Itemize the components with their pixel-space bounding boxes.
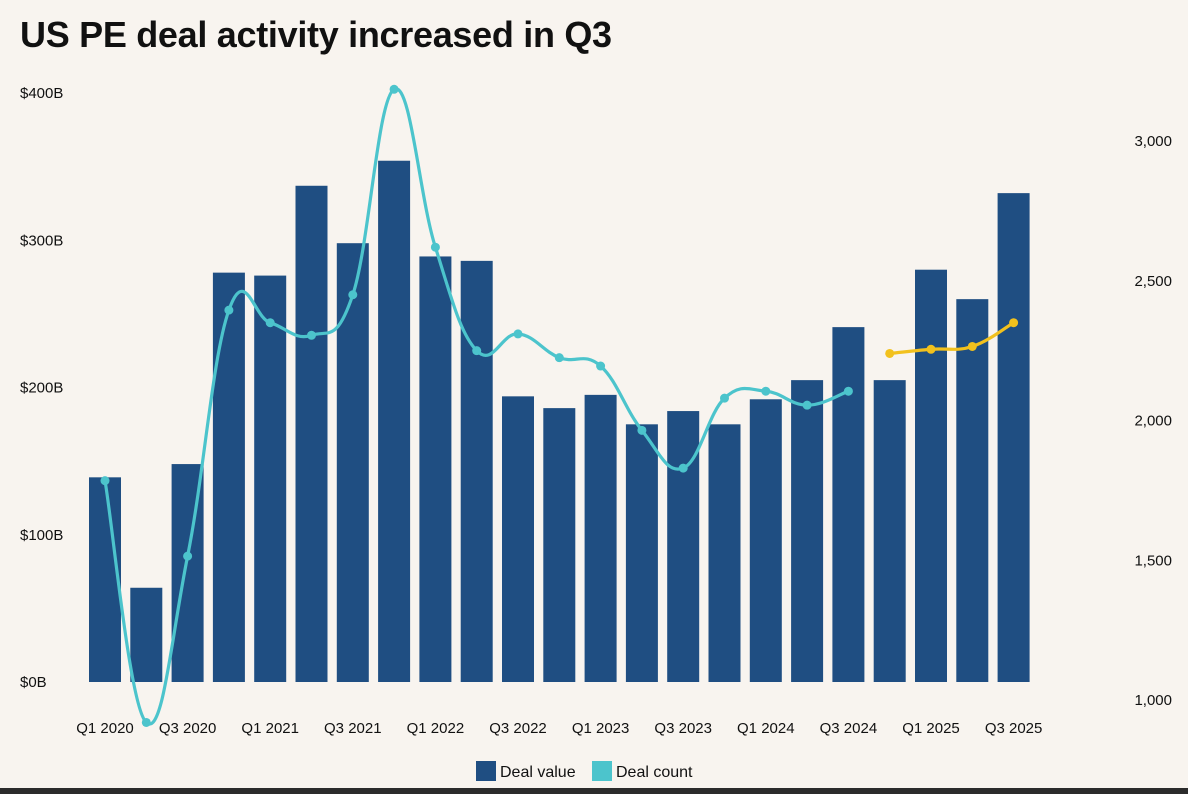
deal-count-point-q4-2022 xyxy=(554,353,564,363)
legend-swatch-deal-count xyxy=(592,761,612,781)
deal-count-point-q1-2024 xyxy=(761,386,771,396)
deal-count-point-q2-2024 xyxy=(802,400,812,410)
right-tick-label: 1,000 xyxy=(1134,692,1172,709)
bar-q2-2023 xyxy=(625,424,658,682)
bar-q1-2020 xyxy=(89,477,121,682)
deal-count-point-q4-2020 xyxy=(224,305,234,315)
bottom-border xyxy=(0,788,1188,794)
right-tick-label: 2,000 xyxy=(1134,413,1172,430)
left-tick-label: $0B xyxy=(20,674,47,691)
deal-count-point-q4-2021 xyxy=(389,84,399,94)
x-tick-label: Q3 2023 xyxy=(654,720,712,737)
left-tick-label: $100B xyxy=(20,527,63,544)
bar-q2-2021 xyxy=(295,185,328,682)
deal-count-point-q1-2023 xyxy=(596,361,606,371)
bar-q3-2025 xyxy=(997,193,1030,682)
x-tick-label: Q3 2020 xyxy=(159,720,217,737)
lines-layer xyxy=(100,84,1019,727)
deal-count-preliminary-line xyxy=(888,321,1016,356)
deal-count-point-q3-2023 xyxy=(678,463,688,473)
chart-title: US PE deal activity increased in Q3 xyxy=(20,14,612,55)
bar-q3-2022 xyxy=(502,396,534,682)
left-tick-label: $400B xyxy=(20,85,63,102)
bar-q2-2025 xyxy=(956,299,989,682)
bar-q4-2024 xyxy=(873,380,906,682)
deal-count-point-q2-2023 xyxy=(637,425,647,435)
legend-swatch-deal-value xyxy=(476,761,496,781)
x-tick-label: Q3 2022 xyxy=(489,720,547,737)
deal-count-point-q1-2022 xyxy=(430,242,440,252)
left-tick-label: $300B xyxy=(20,232,63,249)
deal-count-preliminary-point-q4-2024 xyxy=(885,348,895,358)
deal-count-preliminary-point-q1-2025 xyxy=(926,344,936,354)
bar-q1-2022 xyxy=(419,256,452,682)
deal-count-point-q3-2024 xyxy=(843,386,853,396)
bar-q4-2020 xyxy=(212,272,245,682)
bar-q3-2024 xyxy=(832,327,865,682)
legend-label-deal-value: Deal value xyxy=(500,764,576,781)
x-tick-label: Q1 2024 xyxy=(737,720,795,737)
deal-count-point-q4-2023 xyxy=(720,393,729,403)
bar-q2-2022 xyxy=(460,260,493,682)
bar-q1-2021 xyxy=(254,275,287,682)
bar-q1-2024 xyxy=(749,399,782,682)
bar-q3-2021 xyxy=(336,243,369,682)
deal-count-point-q1-2021 xyxy=(265,318,275,328)
bar-q2-2020 xyxy=(130,587,163,682)
x-tick-label: Q3 2021 xyxy=(324,720,382,737)
x-axis-ticks: Q1 2020 Q3 2020 Q1 2021 Q3 2021 Q1 2022 Q3 20… xyxy=(76,720,1042,737)
left-axis-ticks: $0B $100B $200B $300B $400B xyxy=(20,85,63,691)
deal-count-preliminary-point-q2-2025 xyxy=(967,341,977,351)
x-tick-label: Q3 2025 xyxy=(985,720,1043,737)
right-axis-ticks: 1,000 1,500 2,000 2,500 3,000 xyxy=(1134,133,1172,709)
left-tick-label: $200B xyxy=(20,380,63,397)
x-tick-label: Q1 2022 xyxy=(407,720,465,737)
right-tick-label: 1,500 xyxy=(1134,552,1172,569)
x-tick-label: Q1 2025 xyxy=(902,720,960,737)
right-tick-label: 3,000 xyxy=(1134,133,1172,150)
legend: Deal value Deal count xyxy=(476,761,693,781)
deal-count-preliminary-point-q3-2025 xyxy=(1009,318,1019,328)
bar-q4-2021 xyxy=(378,160,411,683)
bar-q3-2023 xyxy=(667,411,700,682)
x-tick-label: Q1 2023 xyxy=(572,720,630,737)
x-tick-label: Q3 2024 xyxy=(820,720,878,737)
deal-count-point-q3-2020 xyxy=(183,551,193,561)
deal-count-point-q3-2021 xyxy=(348,290,358,300)
bar-q4-2023 xyxy=(708,424,741,682)
bar-q4-2022 xyxy=(543,408,576,682)
deal-count-point-q2-2021 xyxy=(307,330,316,340)
deal-count-point-q3-2022 xyxy=(513,329,523,339)
bars-layer xyxy=(89,160,1030,683)
x-tick-label: Q1 2021 xyxy=(241,720,299,737)
bar-q1-2023 xyxy=(584,394,617,682)
x-tick-label: Q1 2020 xyxy=(76,720,134,737)
deal-count-line xyxy=(103,87,850,726)
legend-label-deal-count: Deal count xyxy=(616,764,693,781)
right-tick-label: 2,500 xyxy=(1134,273,1172,290)
deal-count-point-q2-2020 xyxy=(141,717,151,727)
deal-count-point-q2-2022 xyxy=(472,346,482,356)
bar-q1-2025 xyxy=(915,269,947,682)
deal-count-point-q1-2020 xyxy=(100,476,110,486)
bar-q2-2024 xyxy=(791,380,824,682)
